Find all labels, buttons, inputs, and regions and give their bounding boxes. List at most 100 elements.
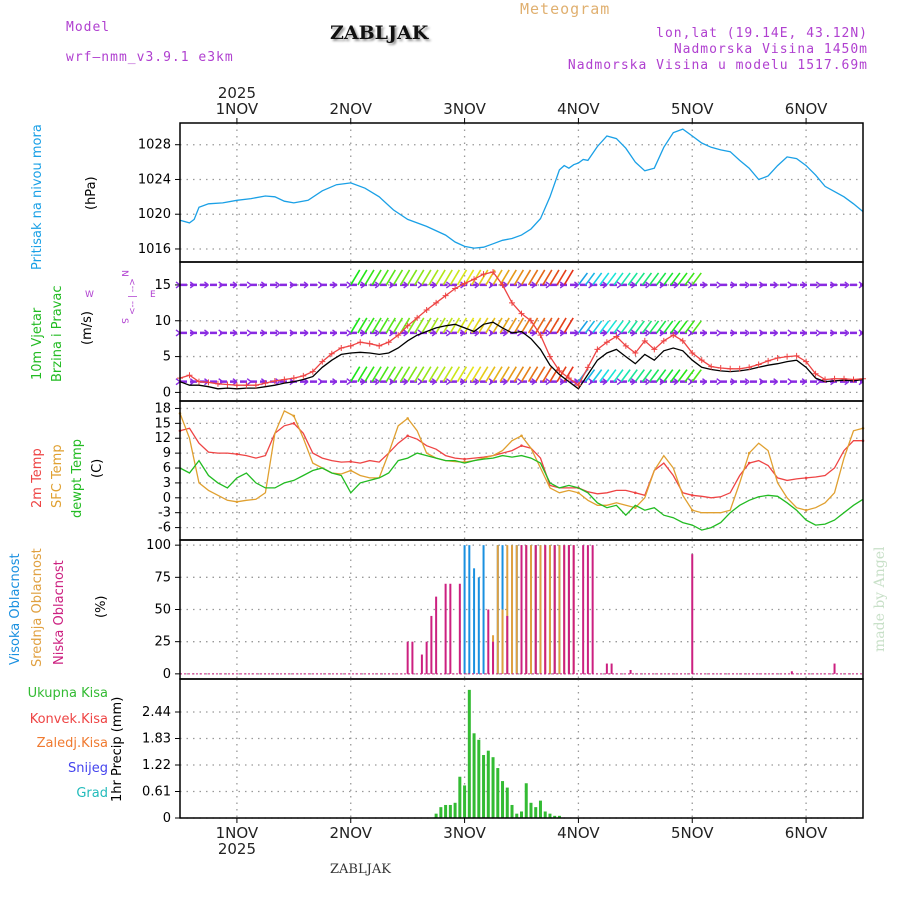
wind-arrow-head <box>730 332 736 337</box>
wind-arrow-head <box>531 284 537 289</box>
gust-marker <box>509 299 516 306</box>
wind-arrow-head <box>332 332 337 337</box>
wind-barb <box>641 320 653 334</box>
bar-niska <box>406 641 409 674</box>
wind-arrow-head <box>588 284 594 289</box>
wind-arrow-head <box>445 281 451 286</box>
wind-arrow-head <box>374 378 380 383</box>
gust-marker <box>376 342 383 349</box>
bar-niska <box>425 641 428 674</box>
wind-arrow-head <box>758 329 764 334</box>
gust-marker <box>499 281 506 288</box>
wind-arrow-head <box>630 281 636 286</box>
wind-barb <box>691 320 702 334</box>
wind-barb <box>406 366 418 383</box>
gust-marker <box>632 349 639 356</box>
wind-barb <box>606 320 617 334</box>
y-tick-label: 0 <box>163 811 171 826</box>
wind-arrow-head <box>773 329 779 334</box>
wind-arrow-head <box>317 332 323 337</box>
gust-marker <box>822 376 829 383</box>
gust-marker <box>622 342 629 349</box>
temp-point <box>292 422 296 425</box>
wind-arrow-head <box>317 281 323 286</box>
wind-barb <box>549 317 560 334</box>
day-label-bottom: 4NOV <box>557 824 600 842</box>
gust-marker <box>698 357 705 364</box>
panel-temp <box>175 400 865 541</box>
wind-arrow-head <box>758 332 764 337</box>
wind-arrow-head <box>716 281 722 286</box>
temp-point <box>747 451 751 455</box>
wind-barb <box>421 366 432 383</box>
wind-barb <box>613 272 624 286</box>
wind-arrow-head <box>346 332 352 337</box>
wind-barb <box>670 369 681 383</box>
wind-arrow-head <box>730 284 736 289</box>
wind-barb <box>684 320 695 334</box>
wind-barb <box>506 317 517 334</box>
bar-srednja <box>506 545 509 674</box>
wind-barb <box>670 320 681 334</box>
temp-point <box>292 414 296 418</box>
wind-barb <box>513 269 525 286</box>
temp-point <box>406 434 409 438</box>
day-label-top: 1NOV <box>216 100 259 118</box>
wind-arrow-head <box>389 329 394 334</box>
wind-barb <box>641 369 653 383</box>
bar-niska <box>506 615 509 674</box>
gust-marker <box>186 372 193 379</box>
wind-barb <box>549 269 560 286</box>
y-tick-label: 15 <box>154 416 171 431</box>
wind-arrow-head <box>502 378 508 383</box>
wind-arrow-head <box>488 332 494 337</box>
gust-marker <box>831 375 838 382</box>
wind-arrow-head <box>744 381 750 386</box>
wind-arrow-head <box>559 281 565 286</box>
wind-arrow-head <box>559 329 565 334</box>
wind-arrow-head <box>460 381 466 386</box>
wind-arrow-head <box>275 332 281 337</box>
wind-arrow-head <box>630 378 636 383</box>
wind-arrow-head <box>218 281 224 286</box>
gust-marker <box>594 346 601 353</box>
wind-arrow-head <box>360 332 366 337</box>
wind-barb <box>620 320 631 334</box>
wind-barb <box>648 272 660 286</box>
wind-barb <box>463 317 475 334</box>
bar-niska <box>411 641 414 674</box>
bar-srednja <box>529 545 532 674</box>
wind-arrow-head <box>218 332 224 337</box>
wind-barb <box>385 269 397 286</box>
gust-marker <box>518 310 525 317</box>
wind-arrow-head <box>460 329 466 334</box>
wind-arrow-head <box>275 284 281 289</box>
wind-barb <box>613 320 624 334</box>
compass-arrow: <-- | --> <box>128 278 138 315</box>
wind-arrow-head <box>431 281 437 286</box>
bar-ukupna kisa <box>529 802 533 818</box>
bar-visoka <box>468 545 471 674</box>
bar-ukupna kisa <box>534 807 538 818</box>
wind-arrow-head <box>474 284 480 289</box>
wind-arrow-head <box>431 332 437 337</box>
y-tick-label: 1.22 <box>142 758 171 773</box>
wind-arrow-head <box>332 329 337 334</box>
bar-ukupna kisa <box>501 781 505 818</box>
wind-barb <box>364 269 375 286</box>
wind-arrow-head <box>830 329 835 334</box>
day-label-bottom: 6NOV <box>785 824 828 842</box>
wind-barb <box>499 317 510 334</box>
bar-ukupna kisa <box>467 689 471 818</box>
y-tick-label: 1028 <box>138 138 171 153</box>
day-label-bottom: 2NOV <box>329 824 372 842</box>
bar-srednja <box>539 545 542 674</box>
wind-arrow-head <box>317 329 323 334</box>
temp-point <box>634 506 637 510</box>
gust-marker <box>556 367 563 374</box>
wind-arrow-head <box>303 329 309 334</box>
temp-point <box>520 434 523 438</box>
bar-srednja <box>496 545 499 674</box>
wind-arrow-head <box>289 281 295 286</box>
wind-arrow-head <box>374 381 380 386</box>
